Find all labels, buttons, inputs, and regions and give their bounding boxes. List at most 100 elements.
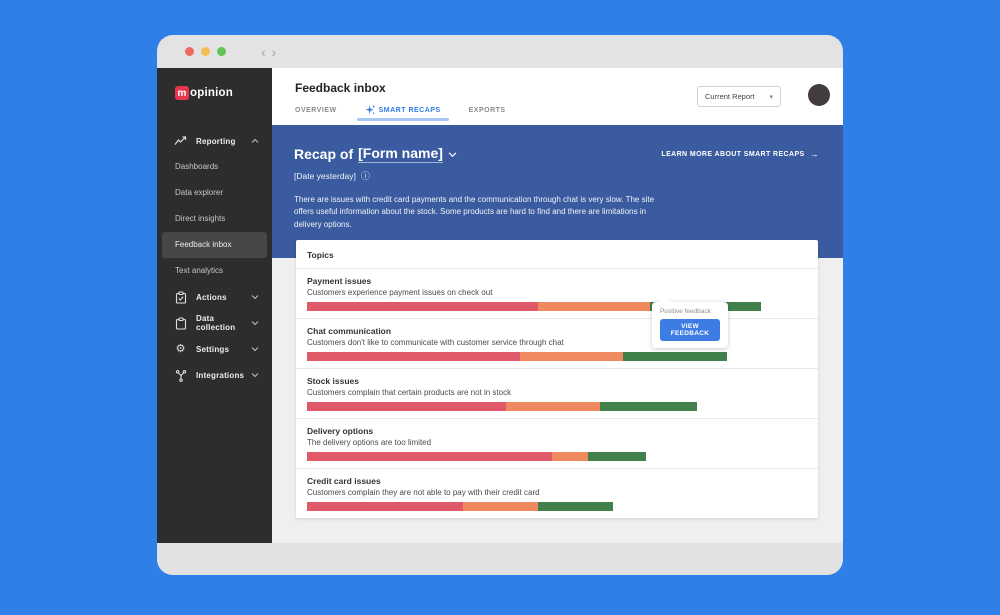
sidebar-item-integrations[interactable]: Integrations xyxy=(157,362,272,388)
recap-title: Recap of [Form name] xyxy=(294,145,457,163)
learn-more-link[interactable]: LEARN MORE ABOUT SMART RECAPS → xyxy=(661,149,819,159)
sidebar-item-reporting[interactable]: Reporting xyxy=(157,128,272,154)
positive-feedback-tooltip: Positive feedback VIEW FEEDBACK xyxy=(652,297,728,348)
sidebar-item-actions[interactable]: Actions xyxy=(157,284,272,310)
arrow-right-icon: → xyxy=(809,149,819,159)
negative-feedback-segment[interactable] xyxy=(307,352,520,361)
feedback-sentiment-bar[interactable] xyxy=(307,502,807,511)
sidebar-item-direct-insights[interactable]: Direct insights xyxy=(157,206,272,232)
form-name-selector[interactable]: [Form name] xyxy=(358,145,443,163)
topic-description: The delivery options are too limited xyxy=(307,438,432,447)
window-footer xyxy=(157,543,843,575)
negative-feedback-segment[interactable] xyxy=(307,502,463,511)
sidebar-item-label: Integrations xyxy=(196,370,245,380)
tooltip-label: Positive feedback xyxy=(660,308,711,315)
report-selector[interactable]: Current Report ▾ xyxy=(697,86,781,107)
neutral-feedback-segment[interactable] xyxy=(552,452,588,461)
clipboard-icon xyxy=(174,316,187,330)
topic-description: Customers experience payment issues on c… xyxy=(307,288,493,297)
sidebar: m opinion Reporting Dashboards Data xyxy=(157,68,272,543)
feedback-sentiment-bar[interactable] xyxy=(307,452,807,461)
recap-date: [Date yesterday] ⓘ xyxy=(294,169,819,182)
sidebar-item-dashboards[interactable]: Dashboards xyxy=(157,154,272,180)
tab-label: OVERVIEW xyxy=(295,106,337,114)
sidebar-item-label: Data explorer xyxy=(175,188,224,197)
mopinion-logo[interactable]: m opinion xyxy=(157,68,272,100)
page-title: Feedback inbox xyxy=(295,81,386,95)
topic-title: Stock issues xyxy=(307,376,359,386)
integrations-branch-icon xyxy=(174,369,187,382)
negative-feedback-segment[interactable] xyxy=(307,452,552,461)
recap-summary: There are issues with credit card paymen… xyxy=(294,195,655,229)
topic-description: Customers complain they are not able to … xyxy=(307,488,540,497)
topic-row-stock-issues: Stock issues Customers complain that cer… xyxy=(296,369,818,419)
chevron-down-icon xyxy=(251,346,259,352)
tab-overview[interactable]: OVERVIEW xyxy=(295,105,337,121)
chevron-down-icon xyxy=(251,320,259,326)
topics-heading: Topics xyxy=(296,240,818,269)
neutral-feedback-segment[interactable] xyxy=(538,302,650,311)
fullscreen-window-button[interactable] xyxy=(217,47,226,56)
caret-down-icon: ▾ xyxy=(769,93,773,101)
tab-smart-recaps[interactable]: SMART RECAPS xyxy=(356,105,449,121)
chevron-down-icon xyxy=(251,372,259,378)
recap-title-prefix: Recap of xyxy=(294,146,354,162)
positive-feedback-segment[interactable] xyxy=(588,452,646,461)
trend-chart-icon xyxy=(174,135,187,147)
sidebar-item-label: Settings xyxy=(196,344,230,354)
neutral-feedback-segment[interactable] xyxy=(506,402,600,411)
tab-exports[interactable]: EXPORTS xyxy=(469,105,506,121)
close-window-button[interactable] xyxy=(185,47,194,56)
positive-feedback-segment[interactable] xyxy=(623,352,727,361)
topic-description: Customers complain that certain products… xyxy=(307,388,512,397)
topic-title: Payment issues xyxy=(307,276,372,286)
negative-feedback-segment[interactable] xyxy=(307,302,538,311)
tooltip-arrow xyxy=(660,297,670,302)
sidebar-item-feedback-inbox[interactable]: Feedback inbox xyxy=(162,232,267,258)
sidebar-item-label: Text analytics xyxy=(175,266,224,275)
negative-feedback-segment[interactable] xyxy=(307,402,506,411)
minimize-window-button[interactable] xyxy=(201,47,210,56)
sidebar-item-data-collection[interactable]: Data collection xyxy=(157,310,272,336)
code-brackets-icon: ‹ › xyxy=(261,43,278,60)
sidebar-item-label: Feedback inbox xyxy=(175,240,232,249)
gear-icon: ⚙ xyxy=(175,342,186,355)
topic-row-payment-issues: Payment issues Customers experience paym… xyxy=(296,269,818,348)
topic-row-chat-communication: Chat communication Customers don't like … xyxy=(296,319,818,369)
chevron-down-icon[interactable] xyxy=(448,151,457,158)
topics-card: Topics Payment issues Customers experien… xyxy=(296,240,818,518)
browser-window: ‹ › m opinion Reporting xyxy=(157,35,843,575)
tab-label: SMART RECAPS xyxy=(378,106,441,114)
neutral-feedback-segment[interactable] xyxy=(463,502,538,511)
topic-title: Chat communication xyxy=(307,326,392,336)
sidebar-item-settings[interactable]: ⚙ Settings xyxy=(157,336,272,362)
positive-feedback-segment[interactable] xyxy=(600,402,697,411)
view-feedback-button[interactable]: VIEW FEEDBACK xyxy=(660,319,720,341)
sidebar-item-text-analytics[interactable]: Text analytics xyxy=(157,258,272,284)
user-avatar[interactable] xyxy=(808,84,830,106)
sidebar-item-label: Reporting xyxy=(196,136,236,146)
sidebar-nav: Reporting Dashboards Data explorer Direc… xyxy=(157,128,272,388)
tab-bar: OVERVIEW SMART RECAPS EXPORTS xyxy=(295,105,843,121)
report-selector-value: Current Report xyxy=(705,92,755,101)
mopinion-logo-mark: m xyxy=(175,86,189,100)
mopinion-logo-text: opinion xyxy=(190,87,233,99)
topic-description: Customers don't like to communicate with… xyxy=(307,338,564,347)
topic-row-delivery-options: Delivery options The delivery options ar… xyxy=(296,419,818,469)
chevron-down-icon xyxy=(251,294,259,300)
feedback-sentiment-bar[interactable] xyxy=(307,302,807,311)
feedback-sentiment-bar[interactable] xyxy=(307,402,807,411)
sidebar-item-label: Dashboards xyxy=(175,162,219,171)
positive-feedback-segment[interactable] xyxy=(538,502,613,511)
topic-title: Delivery options xyxy=(307,426,374,436)
page-header: Feedback inbox OVERVIEW SMART RECAPS EXP… xyxy=(272,68,843,125)
clipboard-check-icon xyxy=(174,290,187,304)
chevron-up-icon xyxy=(251,138,259,144)
feedback-sentiment-bar[interactable] xyxy=(307,352,807,361)
window-titlebar: ‹ › xyxy=(157,35,843,68)
neutral-feedback-segment[interactable] xyxy=(520,352,623,361)
sidebar-item-data-explorer[interactable]: Data explorer xyxy=(157,180,272,206)
smart-recap-banner: Recap of [Form name] LEARN MORE ABOUT SM… xyxy=(272,125,843,258)
info-icon[interactable]: ⓘ xyxy=(360,171,370,181)
sidebar-item-label: Actions xyxy=(196,292,227,302)
